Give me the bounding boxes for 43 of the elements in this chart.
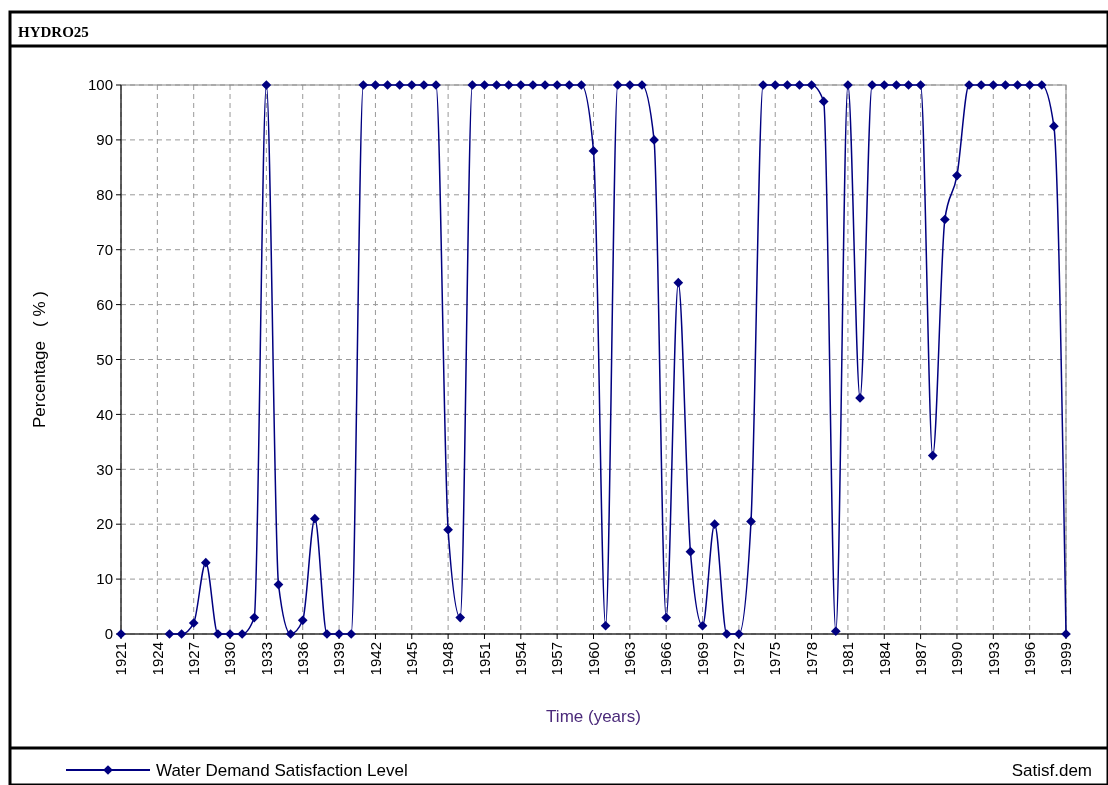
legend-label: Water Demand Satisfaction Level [156, 760, 408, 780]
x-tick-label: 1969 [693, 642, 711, 676]
x-tick-label: 1930 [221, 642, 239, 676]
y-tick-label: 0 [104, 625, 113, 643]
x-tick-label: 1987 [911, 642, 929, 676]
x-tick-label: 1963 [621, 642, 639, 676]
y-tick-label: 10 [96, 570, 113, 588]
x-tick-label: 1945 [403, 642, 421, 676]
x-tick-label: 1936 [293, 642, 311, 676]
x-axis-title: Time (years) [546, 707, 641, 726]
y-tick-label: 20 [96, 515, 113, 533]
x-tick-label: 1957 [548, 642, 566, 676]
y-tick-label: 50 [96, 350, 113, 368]
x-tick-label: 1972 [730, 642, 748, 676]
chart-title: HYDRO25 [18, 24, 89, 40]
y-tick-label: 70 [96, 240, 113, 258]
x-tick-label: 1921 [112, 642, 130, 676]
x-tick-label: 1951 [475, 642, 493, 676]
x-tick-label: 1933 [257, 642, 275, 676]
x-tick-label: 1927 [184, 642, 202, 676]
x-tick-label: 1954 [512, 642, 530, 676]
x-tick-label: 1981 [839, 642, 857, 676]
x-tick-label: 1960 [584, 642, 602, 676]
x-tick-label: 1948 [439, 642, 457, 676]
text: Satisf.dem [1011, 760, 1092, 780]
x-tick-label: 1990 [948, 642, 966, 676]
x-tick-label: 1999 [1057, 642, 1075, 676]
x-tick-label: 1996 [1020, 642, 1038, 676]
x-tick-label: 1975 [766, 642, 784, 676]
x-tick-label: 1939 [330, 642, 348, 676]
x-tick-label: 1993 [984, 642, 1002, 676]
y-tick-label: 90 [96, 131, 113, 149]
y-tick-label: 80 [96, 186, 113, 204]
y-tick-label: 60 [96, 295, 113, 313]
y-tick-label: 30 [96, 460, 113, 478]
x-tick-label: 1942 [366, 642, 384, 676]
y-tick-label: 40 [96, 405, 113, 423]
x-tick-label: 1984 [875, 642, 893, 676]
y-tick-label: 100 [87, 76, 113, 94]
x-tick-label: 1966 [657, 642, 675, 676]
x-tick-label: 1924 [148, 642, 166, 676]
y-axis-title: Percentage ( % ) [30, 290, 49, 429]
x-tick-label: 1978 [802, 642, 820, 676]
